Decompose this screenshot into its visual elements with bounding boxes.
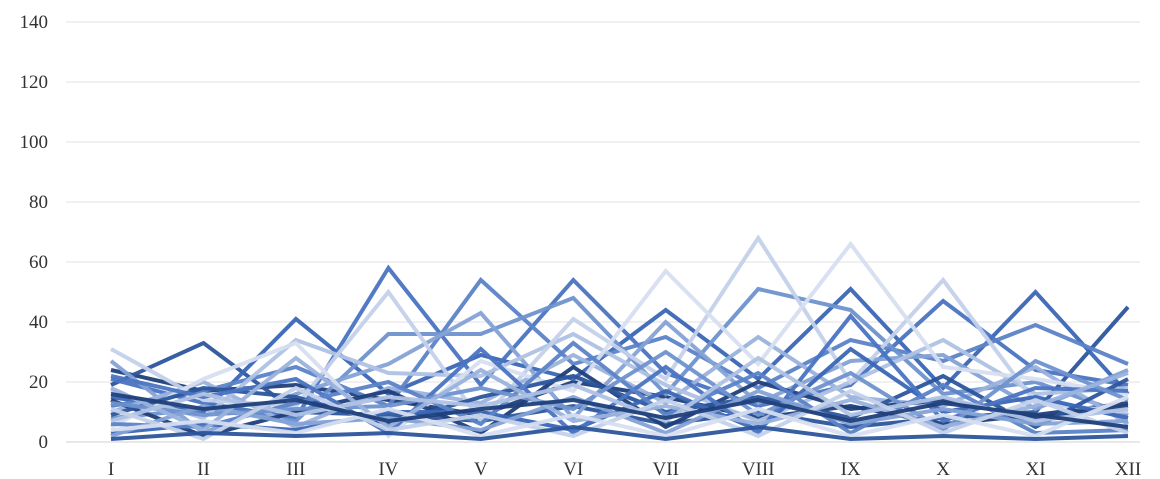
y-tick-label: 40 — [29, 312, 48, 333]
x-tick-label: VII — [653, 459, 679, 479]
series-line — [110, 355, 1129, 424]
x-tick-label: X — [936, 459, 950, 479]
series-line — [110, 355, 1129, 433]
x-tick-label: VI — [563, 459, 583, 479]
series-line — [110, 392, 1129, 429]
y-tick-label: 140 — [20, 12, 49, 33]
x-tick-label: II — [197, 459, 210, 479]
gridlines — [66, 21, 1140, 443]
x-tick-label: VIII — [742, 459, 775, 479]
series-line — [110, 240, 1129, 439]
x-tick-label: IV — [378, 459, 398, 479]
series-line — [110, 312, 1129, 436]
x-tick-label: V — [474, 459, 488, 479]
x-axis-tick-labels: I II III IV V VI VII VIII IX X XI XII — [108, 459, 1141, 479]
x-tick-label: IX — [841, 459, 861, 479]
y-tick-label: 60 — [29, 252, 48, 273]
y-tick-label: 20 — [29, 372, 48, 393]
series-line — [110, 331, 1129, 424]
series-line — [110, 385, 1129, 442]
y-axis-tick-labels: 0 20 40 60 80 100 120 140 — [20, 12, 49, 453]
x-tick-label: XII — [1115, 459, 1141, 479]
x-tick-label: XI — [1026, 459, 1046, 479]
series-lines — [109, 234, 1130, 442]
series-line — [110, 395, 1129, 439]
y-tick-label: 80 — [29, 192, 48, 213]
x-tick-label: I — [108, 459, 114, 479]
y-tick-label: 120 — [20, 72, 49, 93]
y-tick-label: 100 — [20, 132, 49, 153]
x-tick-label: III — [286, 459, 305, 479]
series-line — [110, 424, 1129, 442]
y-tick-label: 0 — [39, 432, 49, 453]
